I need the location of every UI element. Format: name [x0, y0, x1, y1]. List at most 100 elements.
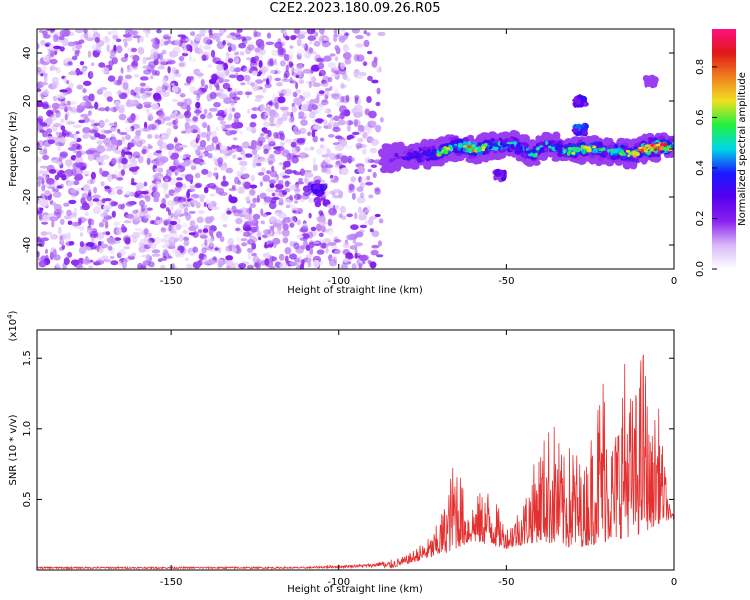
noise-speckle	[60, 218, 65, 225]
noise-speckle	[374, 213, 381, 218]
noise-speckle	[193, 144, 198, 153]
noise-speckle	[252, 159, 261, 163]
noise-speckle	[345, 254, 355, 260]
noise-speckle	[192, 58, 197, 62]
noise-speckle	[256, 194, 260, 203]
signal-feature	[494, 171, 502, 177]
noise-speckle	[40, 231, 48, 236]
noise-speckle	[122, 33, 132, 38]
noise-speckle	[346, 213, 354, 218]
noise-speckle	[327, 62, 336, 69]
noise-speckle	[39, 165, 49, 169]
noise-speckle	[359, 182, 365, 188]
noise-speckle	[161, 84, 167, 93]
noise-speckle	[235, 236, 241, 244]
noise-speckle	[73, 207, 78, 215]
noise-speckle	[140, 35, 144, 43]
noise-speckle	[231, 185, 236, 190]
spectrogram-noise-layer	[37, 29, 386, 269]
noise-speckle	[168, 165, 178, 171]
noise-speckle	[150, 75, 154, 80]
noise-speckle	[211, 185, 219, 190]
noise-speckle	[183, 236, 189, 241]
noise-speckle	[319, 29, 325, 34]
noise-speckle	[262, 87, 267, 94]
noise-speckle	[43, 34, 51, 39]
noise-speckle	[100, 212, 109, 218]
noise-speckle	[96, 145, 106, 154]
noise-speckle	[226, 210, 232, 215]
noise-speckle	[94, 37, 101, 43]
noise-speckle	[143, 121, 148, 129]
noise-speckle	[207, 237, 214, 243]
signal-blob	[531, 148, 537, 154]
noise-speckle	[296, 258, 300, 267]
noise-speckle	[39, 207, 44, 211]
noise-speckle	[243, 231, 250, 237]
noise-speckle	[374, 188, 381, 195]
noise-speckle	[38, 214, 44, 222]
noise-speckle	[229, 44, 237, 52]
noise-speckle	[191, 201, 200, 206]
noise-speckle	[182, 184, 187, 189]
noise-speckle	[122, 82, 129, 90]
noise-speckle	[366, 96, 372, 103]
noise-speckle	[97, 107, 107, 112]
noise-speckle	[235, 72, 239, 78]
noise-speckle	[90, 135, 97, 140]
noise-speckle	[78, 225, 85, 231]
noise-speckle	[228, 106, 233, 114]
noise-speckle	[284, 180, 290, 188]
noise-speckle	[58, 106, 67, 110]
noise-speckle	[291, 72, 298, 77]
noise-speckle	[157, 139, 164, 147]
noise-speckle	[259, 181, 263, 187]
noise-speckle	[124, 164, 133, 169]
noise-speckle	[312, 124, 322, 130]
noise-speckle	[262, 214, 268, 217]
noise-speckle	[225, 167, 234, 174]
noise-speckle	[178, 234, 184, 242]
noise-speckle	[338, 213, 343, 219]
noise-speckle	[83, 80, 92, 86]
noise-speckle	[256, 230, 262, 238]
noise-speckle	[145, 195, 151, 202]
noise-speckle	[67, 61, 73, 65]
noise-speckle	[171, 98, 179, 103]
noise-speckle	[47, 231, 53, 236]
signal-blob	[636, 148, 642, 152]
noise-speckle	[46, 128, 52, 135]
noise-speckle	[291, 156, 299, 164]
noise-speckle	[334, 249, 341, 255]
signal-blob	[571, 152, 576, 155]
noise-speckle	[305, 254, 313, 258]
noise-speckle	[164, 194, 170, 199]
noise-speckle	[77, 105, 83, 112]
snr-y-label: SNR (10 * v/v)	[8, 414, 19, 485]
noise-speckle	[124, 194, 130, 198]
signal-blob	[519, 148, 524, 153]
noise-speckle	[57, 146, 61, 151]
noise-speckle	[308, 47, 314, 54]
noise-speckle	[133, 214, 140, 222]
noise-speckle	[190, 200, 198, 204]
noise-speckle	[164, 220, 170, 226]
noise-speckle	[347, 158, 352, 164]
noise-speckle	[273, 191, 279, 198]
noise-speckle	[246, 247, 254, 253]
noise-speckle	[274, 77, 282, 82]
noise-speckle	[189, 251, 196, 256]
noise-speckle	[56, 161, 63, 166]
noise-speckle	[196, 93, 201, 101]
noise-speckle	[316, 102, 324, 111]
signal-blob	[604, 151, 609, 157]
noise-speckle	[174, 170, 178, 176]
noise-speckle	[324, 91, 330, 96]
noise-speckle	[128, 68, 133, 72]
noise-speckle	[165, 58, 173, 62]
noise-speckle	[312, 157, 317, 165]
noise-speckle	[93, 186, 98, 194]
noise-speckle	[171, 66, 177, 74]
noise-speckle	[169, 177, 179, 186]
noise-speckle	[354, 248, 358, 254]
